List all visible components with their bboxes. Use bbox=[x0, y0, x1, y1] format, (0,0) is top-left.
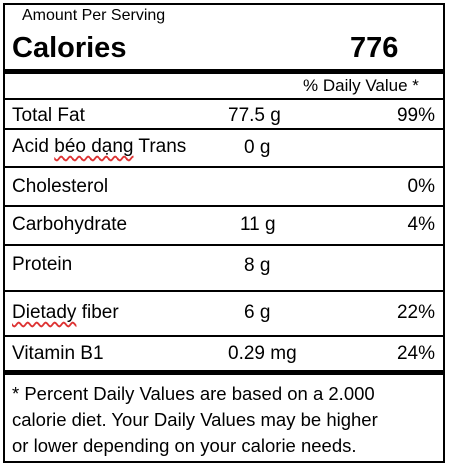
nutrient-name: Acid béo dạng Trans bbox=[12, 136, 187, 157]
nutrient-amount: 8 g bbox=[244, 255, 271, 276]
row-divider bbox=[3, 335, 445, 337]
nutrient-amount: 77.5 g bbox=[228, 105, 281, 126]
row-divider bbox=[3, 244, 445, 246]
nutrient-amount: 11 g bbox=[240, 214, 276, 235]
nutrient-name: Cholesterol bbox=[12, 176, 109, 197]
heading-divider bbox=[3, 98, 445, 100]
row-divider bbox=[3, 166, 445, 168]
thick-divider bbox=[3, 69, 445, 74]
footnote-line: or lower depending on your calorie needs… bbox=[12, 435, 357, 456]
nutrient-name: Dietady fiber bbox=[12, 302, 119, 323]
calories-label: Calories bbox=[12, 32, 127, 64]
row-divider bbox=[3, 128, 445, 130]
amount-per-serving: Amount Per Serving bbox=[22, 7, 166, 24]
daily-value-heading: % Daily Value * bbox=[303, 76, 419, 95]
nutrient-name: Protein bbox=[12, 254, 73, 275]
nutrient-name: Total Fat bbox=[12, 105, 85, 126]
footnote-line: calorie diet. Your Daily Values may be h… bbox=[12, 409, 378, 430]
nutrient-amount: 6 g bbox=[244, 302, 271, 323]
nutrient-amount: 0.29 mg bbox=[228, 343, 297, 364]
nutrient-daily-value: 22% bbox=[396, 302, 435, 323]
thick-divider bbox=[3, 370, 445, 375]
row-divider bbox=[3, 205, 445, 207]
nutrient-daily-value: 4% bbox=[407, 214, 435, 235]
nutrient-daily-value: 99% bbox=[396, 105, 435, 126]
nutrient-daily-value: 24% bbox=[396, 343, 435, 364]
nutrient-amount: 0 g bbox=[244, 137, 271, 158]
label-border bbox=[3, 3, 445, 463]
row-divider bbox=[3, 290, 445, 292]
footnote-line: * Percent Daily Values are based on a 2.… bbox=[12, 383, 375, 404]
calories-value: 776 bbox=[350, 32, 399, 64]
nutrient-name: Carbohydrate bbox=[12, 214, 128, 235]
nutrient-daily-value: 0% bbox=[407, 176, 435, 197]
nutrient-name: Vitamin B1 bbox=[12, 343, 104, 364]
